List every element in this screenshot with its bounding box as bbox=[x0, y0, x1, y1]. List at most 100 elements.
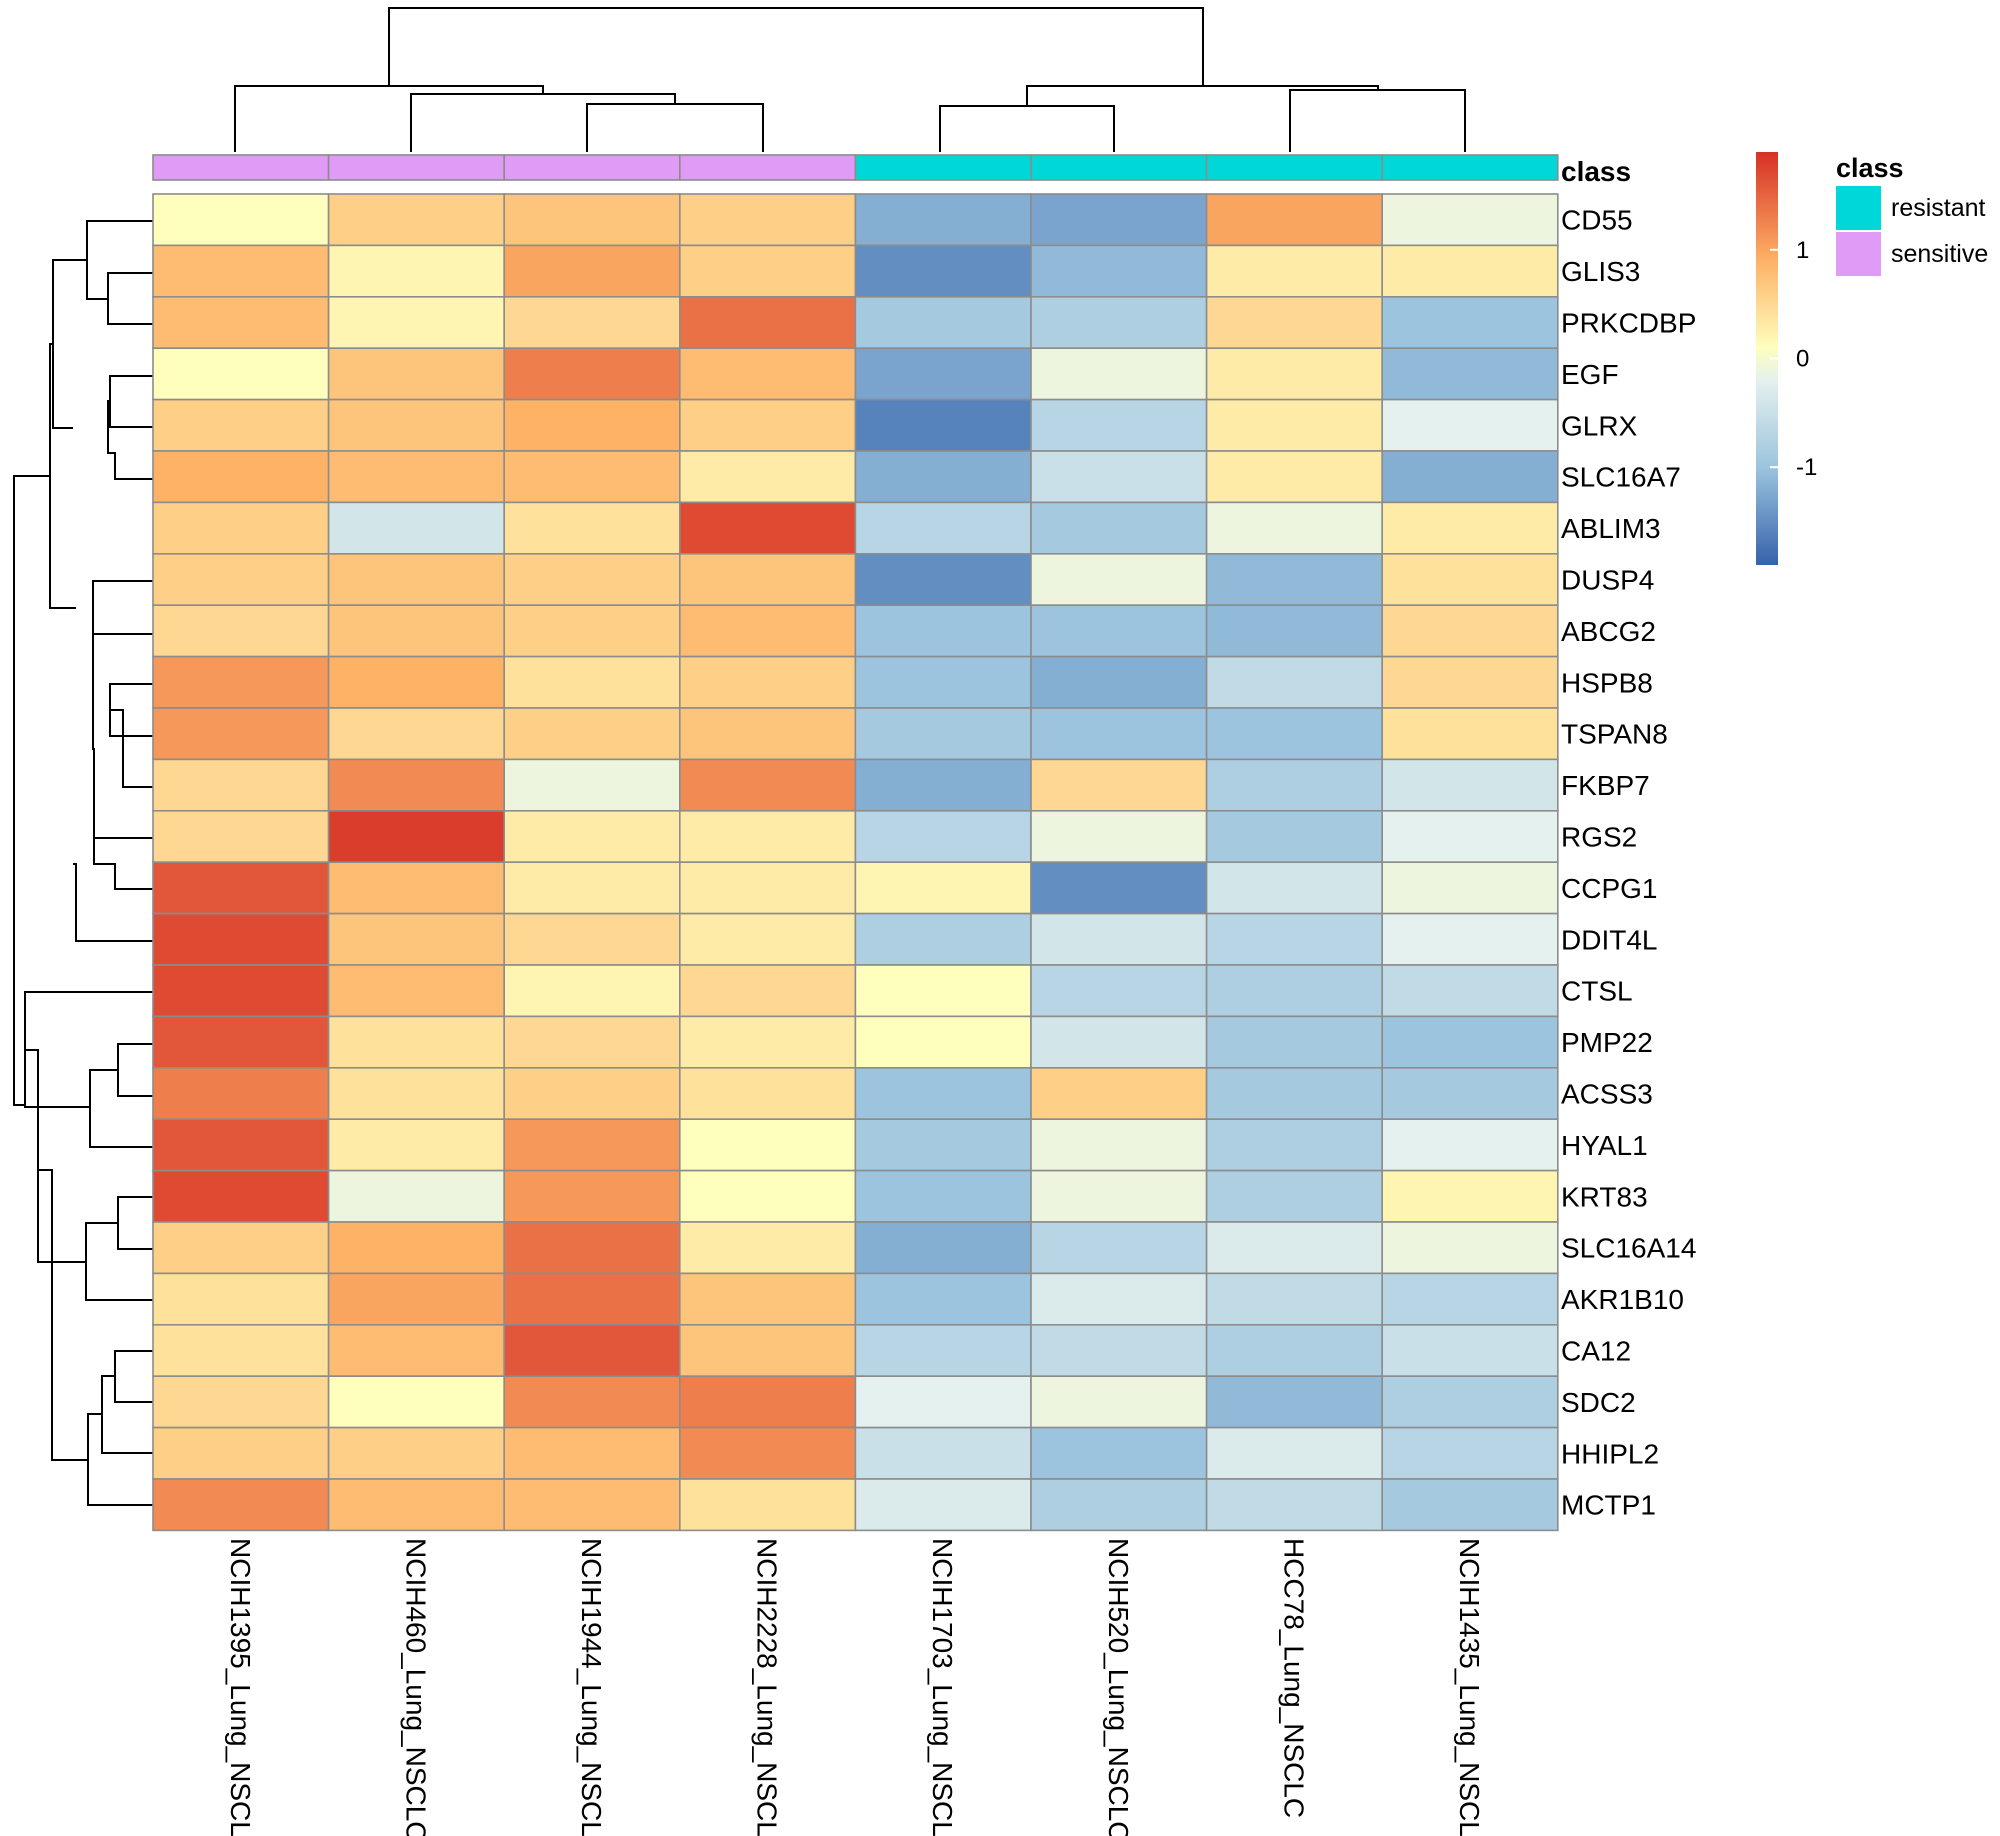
heatmap-cell bbox=[1381, 1478, 1559, 1532]
heatmap-cell bbox=[1381, 707, 1559, 761]
row-dendrogram-branches bbox=[13, 220, 153, 1506]
column-label: NCIH1395_Lung_NSCLC bbox=[225, 1538, 256, 1836]
heatmap-cell bbox=[1381, 1426, 1559, 1480]
heatmap-cell bbox=[503, 655, 681, 709]
heatmap-cell bbox=[678, 347, 857, 401]
class-strip-cell bbox=[678, 154, 857, 181]
heatmap-cell bbox=[152, 707, 330, 761]
heatmap-cell bbox=[1381, 1067, 1559, 1121]
heatmap-cell bbox=[1205, 1375, 1383, 1429]
heatmap-cell bbox=[503, 1272, 681, 1326]
heatmap-cell bbox=[1381, 604, 1559, 658]
heatmap-cell bbox=[152, 244, 330, 298]
heatmap-cell bbox=[327, 193, 506, 247]
heatmap-cell bbox=[1030, 295, 1208, 349]
heatmap-cell bbox=[854, 964, 1032, 1018]
heatmap-cell bbox=[152, 758, 330, 812]
heatmap-cell bbox=[1381, 398, 1559, 452]
heatmap-cell bbox=[1381, 1169, 1559, 1223]
row-label: CTSL bbox=[1561, 976, 1633, 1007]
heatmap-cell bbox=[152, 450, 330, 504]
heatmap-cell bbox=[503, 1169, 681, 1223]
heatmap-cell bbox=[1205, 1015, 1383, 1069]
class-legend-title: class bbox=[1836, 153, 1904, 183]
heatmap-cell bbox=[1030, 1426, 1208, 1480]
heatmap-cell bbox=[854, 1478, 1032, 1532]
heatmap-cell bbox=[1381, 244, 1559, 298]
heatmap-cell bbox=[152, 655, 330, 709]
heatmap-cell bbox=[503, 450, 681, 504]
heatmap-cell bbox=[152, 809, 330, 863]
heatmap-cell bbox=[327, 1067, 506, 1121]
heatmap-cell bbox=[503, 809, 681, 863]
row-labels: CD55 GLIS3 PRKCDBP EGF GLRX SLC16A7 ABLIM3 DUSP… bbox=[1561, 205, 1696, 1521]
heatmap-cell bbox=[1030, 861, 1208, 915]
heatmap-cell bbox=[152, 912, 330, 966]
heatmap-cell bbox=[1030, 707, 1208, 761]
heatmap-cell bbox=[854, 244, 1032, 298]
heatmap-cell bbox=[503, 1015, 681, 1069]
heatmap-cell bbox=[854, 1221, 1032, 1275]
heatmap-cell bbox=[327, 1375, 506, 1429]
heatmap-cell bbox=[854, 809, 1032, 863]
class-strip-cell bbox=[1030, 154, 1208, 181]
heatmap-cell bbox=[1205, 861, 1383, 915]
heatmap-cell bbox=[152, 1324, 330, 1378]
column-label: NCIH1435_Lung_NSCLC bbox=[1454, 1538, 1485, 1836]
heatmap-cell bbox=[503, 552, 681, 606]
row-label: GLIS3 bbox=[1561, 256, 1640, 287]
heatmap-cell bbox=[327, 912, 506, 966]
heatmap-cell bbox=[327, 1169, 506, 1223]
heatmap-cell bbox=[327, 1118, 506, 1172]
heatmap-cell bbox=[503, 501, 681, 555]
heatmap-cell bbox=[854, 1324, 1032, 1378]
heatmap-cell bbox=[678, 450, 857, 504]
heatmap-cell bbox=[854, 450, 1032, 504]
heatmap-cell bbox=[1381, 501, 1559, 555]
row-label: GLRX bbox=[1561, 410, 1638, 441]
heatmap-cell bbox=[1030, 501, 1208, 555]
heatmap-cell bbox=[152, 1221, 330, 1275]
row-label: PMP22 bbox=[1561, 1027, 1653, 1058]
row-label: CD55 bbox=[1561, 205, 1633, 236]
heatmap-cell bbox=[678, 552, 857, 606]
heatmap-cell bbox=[678, 604, 857, 658]
class-strip-cell bbox=[1381, 154, 1559, 181]
heatmap-cell bbox=[854, 193, 1032, 247]
heatmap-cell bbox=[503, 707, 681, 761]
heatmap-cell bbox=[678, 193, 857, 247]
color-scale-tick-label: -1 bbox=[1796, 454, 1817, 481]
heatmap-cell bbox=[503, 758, 681, 812]
heatmap-cell bbox=[678, 655, 857, 709]
heatmap-cell bbox=[1381, 758, 1559, 812]
heatmap-cell bbox=[327, 450, 506, 504]
heatmap-cell bbox=[854, 707, 1032, 761]
heatmap-cell bbox=[503, 1375, 681, 1429]
heatmap-cell bbox=[678, 1169, 857, 1223]
heatmap-cell bbox=[152, 501, 330, 555]
row-label: RGS2 bbox=[1561, 822, 1637, 853]
class-strip-cell bbox=[854, 154, 1032, 181]
heatmap-cell bbox=[1030, 1169, 1208, 1223]
heatmap-cell bbox=[678, 707, 857, 761]
heatmap-cell bbox=[327, 1221, 506, 1275]
row-label: CA12 bbox=[1561, 1336, 1631, 1367]
row-label: KRT83 bbox=[1561, 1181, 1648, 1212]
row-label: HHIPL2 bbox=[1561, 1438, 1659, 1469]
heatmap-cell bbox=[327, 552, 506, 606]
column-label: HCC78_Lung_NSCLC bbox=[1278, 1538, 1309, 1818]
class-legend: class resistant sensitive bbox=[1836, 153, 1988, 276]
column-label: NCIH1944_Lung_NSCLC bbox=[576, 1538, 607, 1836]
color-scale-ticks: 1 0 -1 bbox=[1770, 237, 1817, 481]
legend-item-label: resistant bbox=[1891, 194, 1986, 222]
heatmap-cell bbox=[1030, 809, 1208, 863]
heatmap-cell bbox=[1205, 1221, 1383, 1275]
heatmap-cell bbox=[1381, 809, 1559, 863]
heatmap-cell bbox=[1030, 244, 1208, 298]
heatmap-cell bbox=[1205, 964, 1383, 1018]
row-label: SDC2 bbox=[1561, 1387, 1636, 1418]
heatmap-cell bbox=[152, 1118, 330, 1172]
heatmap-cell bbox=[1030, 1478, 1208, 1532]
heatmap-cell bbox=[1205, 552, 1383, 606]
